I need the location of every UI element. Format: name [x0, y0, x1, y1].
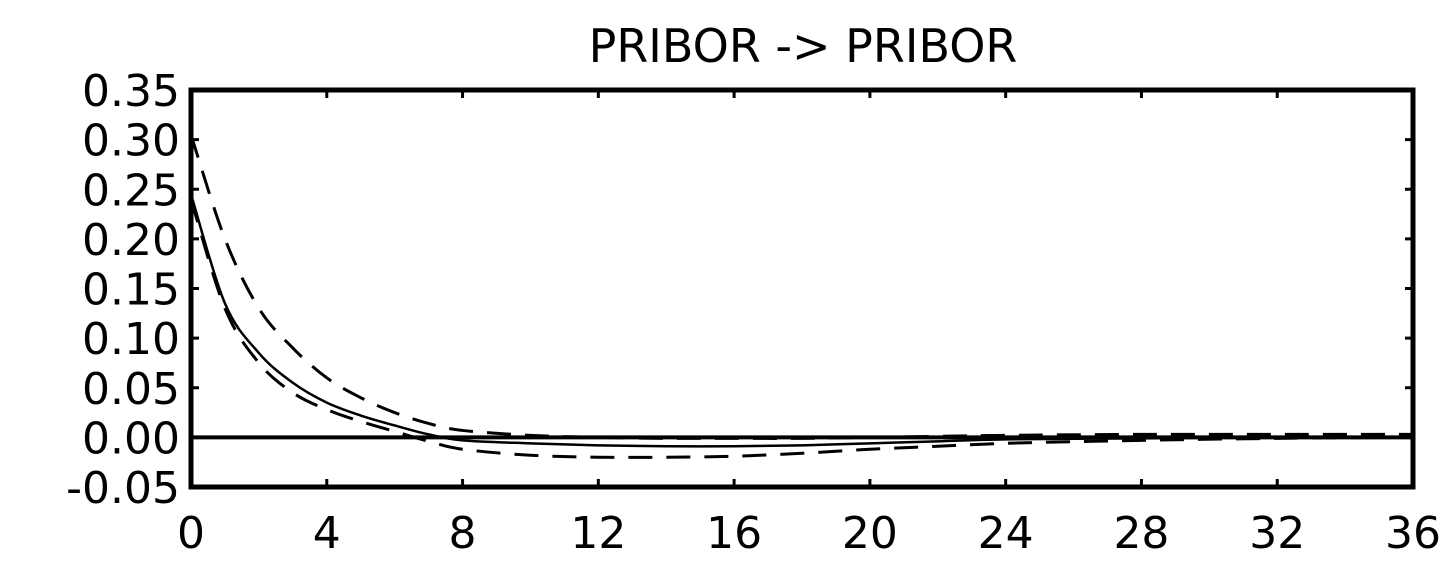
chart-title: PRIBOR -> PRIBOR [589, 19, 1018, 73]
x-tick-label: 4 [313, 508, 341, 559]
x-tick-label: 32 [1249, 508, 1305, 559]
x-tick-label: 0 [177, 508, 205, 559]
confidence-band-line [189, 198, 1414, 459]
y-tick-label: 0.25 [82, 165, 180, 216]
y-tick-label: 0.00 [82, 413, 180, 464]
x-tick-label: 28 [1113, 508, 1169, 559]
impulse-response-line [189, 193, 1414, 448]
y-tick-label: 0.15 [82, 265, 180, 316]
x-tick-label: 8 [449, 508, 477, 559]
y-tick-label: -0.05 [66, 463, 180, 514]
y-axis-ticks: 0.350.300.250.200.150.100.050.00-0.05 [66, 66, 1413, 514]
y-tick-label: 0.30 [82, 116, 180, 167]
plot-frame [188, 87, 1416, 490]
plot-lines [189, 134, 1414, 459]
y-tick-label: 0.10 [82, 314, 180, 365]
confidence-band-line [189, 134, 1413, 440]
y-tick-label: 0.20 [82, 215, 180, 266]
x-axis-ticks: 0 4 8 12 16 20 24 28 32 36 [177, 90, 1441, 559]
x-tick-label: 12 [570, 508, 626, 559]
y-tick-label: 0.05 [82, 364, 180, 415]
y-tick-label: 0.35 [82, 66, 180, 117]
x-tick-label: 24 [978, 508, 1034, 559]
x-tick-label: 16 [706, 508, 762, 559]
x-tick-label: 20 [842, 508, 898, 559]
x-tick-label: 36 [1385, 508, 1441, 559]
